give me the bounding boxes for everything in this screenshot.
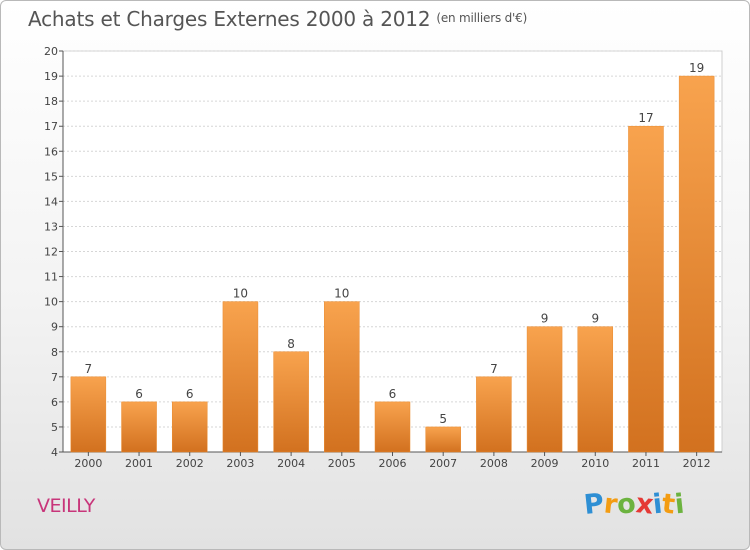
bar [374, 401, 411, 453]
chart-subtitle: (en milliers d'€) [436, 11, 528, 25]
bar [121, 401, 157, 453]
y-tick-label: 20 [44, 45, 58, 58]
y-tick-label: 4 [51, 446, 58, 459]
x-tick-label: 2002 [176, 457, 204, 470]
x-tick-label: 2001 [125, 457, 153, 470]
x-tick-label: 2010 [581, 457, 609, 470]
bar [425, 426, 461, 453]
bar-value-label: 6 [135, 387, 143, 401]
bar [324, 301, 360, 453]
bar [577, 326, 614, 453]
x-tick-label: 2008 [480, 457, 508, 470]
place-label: VEILLY [37, 495, 95, 517]
chart-title: Achats et Charges Externes 2000 à 2012 (e… [28, 7, 527, 31]
x-tick-label: 2006 [379, 457, 407, 470]
logo-letter: i [673, 488, 687, 521]
y-tick-label: 13 [44, 220, 58, 233]
bar [273, 351, 309, 453]
bar-value-label: 5 [439, 412, 447, 426]
bar [526, 326, 563, 453]
y-tick-label: 18 [44, 95, 58, 108]
y-tick-label: 7 [51, 371, 58, 384]
bar-value-label: 8 [287, 337, 295, 351]
proxiti-logo: Proxiti [582, 488, 687, 521]
x-tick-label: 2004 [277, 457, 305, 470]
x-tick-label: 2009 [531, 457, 559, 470]
x-tick-label: 2003 [226, 457, 254, 470]
x-tick-label: 2012 [683, 457, 711, 470]
bar-value-label: 19 [689, 61, 704, 75]
bar-value-label: 7 [85, 362, 93, 376]
chart-title-text: Achats et Charges Externes 2000 à 2012 [28, 7, 431, 31]
y-tick-label: 12 [44, 246, 58, 259]
y-tick-label: 19 [44, 70, 58, 83]
y-tick-label: 16 [44, 145, 58, 158]
bar-value-label: 9 [591, 312, 599, 326]
y-tick-label: 5 [51, 421, 58, 434]
y-tick-label: 8 [51, 346, 58, 359]
y-tick-label: 9 [51, 321, 58, 334]
bar-value-label: 6 [389, 387, 397, 401]
bar [70, 376, 107, 453]
bar-value-label: 6 [186, 387, 194, 401]
x-tick-label: 2000 [74, 457, 102, 470]
bar [476, 376, 512, 453]
y-tick-label: 10 [44, 296, 58, 309]
x-tick-label: 2011 [632, 457, 660, 470]
bar [222, 301, 259, 453]
bar-value-label: 9 [541, 312, 549, 326]
bar-value-label: 7 [490, 362, 498, 376]
bar-value-label: 17 [638, 111, 653, 125]
y-tick-label: 17 [44, 120, 58, 133]
y-tick-label: 15 [44, 170, 58, 183]
y-tick-label: 14 [44, 195, 58, 208]
y-tick-label: 6 [51, 396, 58, 409]
x-tick-label: 2007 [429, 457, 457, 470]
bar-value-label: 10 [233, 287, 248, 301]
bar [171, 401, 208, 453]
bar [628, 125, 664, 453]
x-tick-label: 2005 [328, 457, 356, 470]
y-tick-label: 11 [44, 271, 58, 284]
bar-value-label: 10 [334, 287, 349, 301]
bar [678, 75, 715, 453]
